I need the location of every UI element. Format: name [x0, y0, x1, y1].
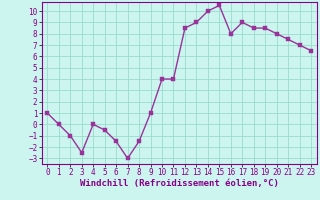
X-axis label: Windchill (Refroidissement éolien,°C): Windchill (Refroidissement éolien,°C): [80, 179, 279, 188]
